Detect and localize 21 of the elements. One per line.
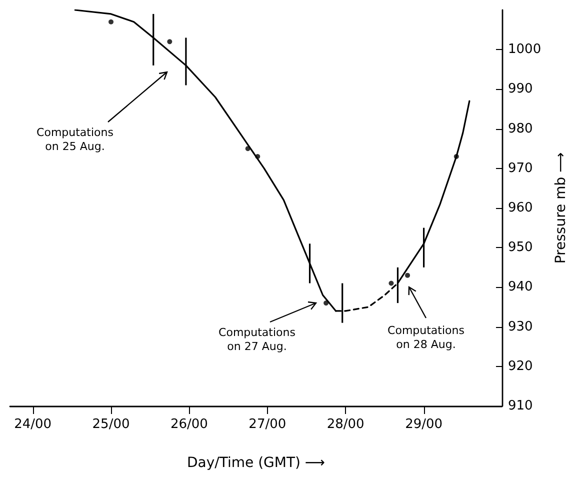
annotation: Computations on 28 Aug. xyxy=(388,324,464,352)
x-tick-label: 27/00 xyxy=(248,417,286,432)
x-tick-label: 29/00 xyxy=(405,417,443,432)
y-tick-label: 1000 xyxy=(508,42,542,58)
y-tick-label: 980 xyxy=(508,121,533,136)
y-tick-label: 930 xyxy=(508,319,533,334)
y-axis-title: Pressure mb ⟶ xyxy=(553,152,569,264)
x-tick-label: 26/00 xyxy=(170,417,208,432)
x-tick-label: 25/00 xyxy=(92,417,130,432)
y-tick-label: 960 xyxy=(508,200,533,216)
annotation: Computations on 25 Aug. xyxy=(36,126,114,154)
y-tick-label: 920 xyxy=(508,358,533,374)
annotation: Computations on 27 Aug. xyxy=(218,326,296,354)
y-tick-label: 950 xyxy=(508,240,533,256)
x-tick-label: 28/00 xyxy=(326,417,364,432)
y-tick-label: 990 xyxy=(508,82,533,97)
y-tick-label: 940 xyxy=(508,280,533,295)
y-tick-label: 970 xyxy=(508,160,533,176)
y-tick-label: 910 xyxy=(508,398,533,414)
x-tick-label: 24/00 xyxy=(14,417,52,432)
x-axis-title: Day/Time (GMT) ⟶ xyxy=(187,455,325,471)
